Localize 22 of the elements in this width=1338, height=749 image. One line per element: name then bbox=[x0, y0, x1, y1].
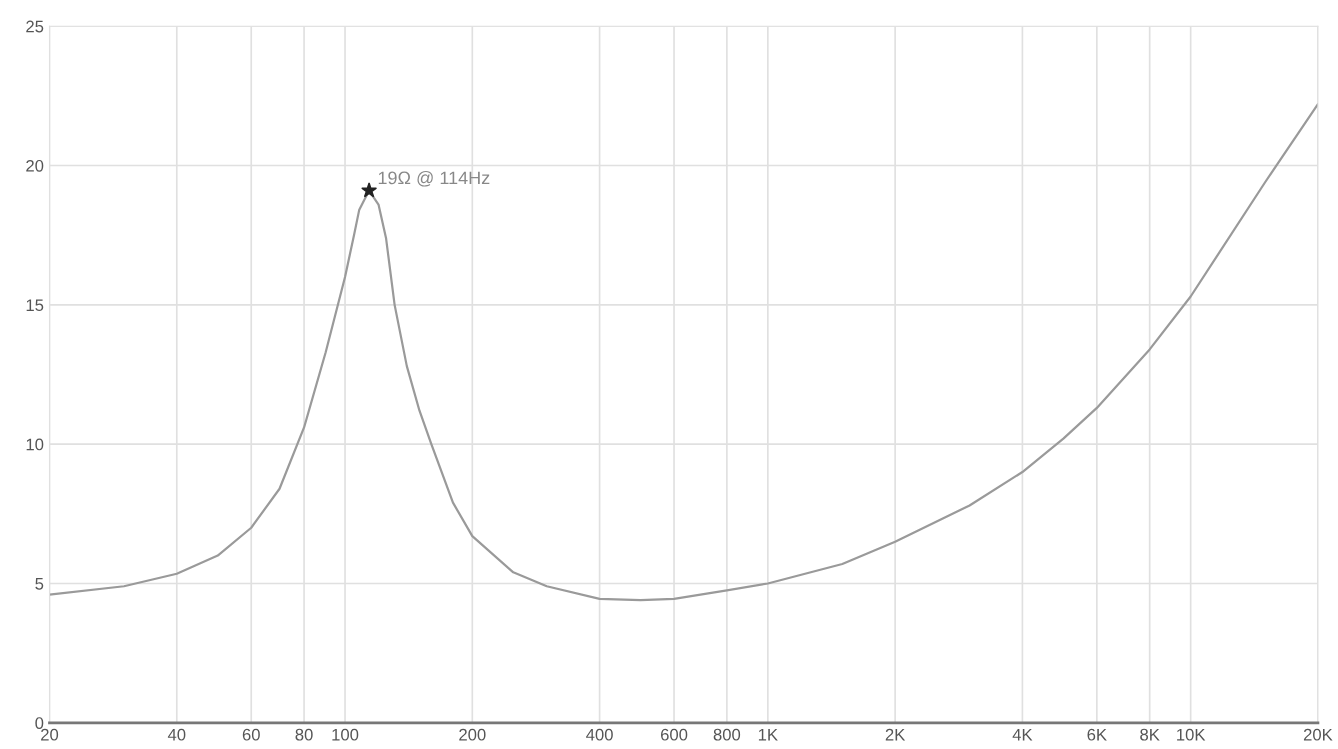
x-tick-label: 400 bbox=[586, 728, 613, 741]
x-tick-label: 20K bbox=[1303, 728, 1333, 741]
x-tick-label: 80 bbox=[295, 728, 313, 741]
x-tick-label: 6K bbox=[1087, 728, 1107, 741]
y-tick-label: 10 bbox=[26, 438, 44, 451]
x-tick-label: 40 bbox=[167, 728, 186, 741]
x-tick-label: 800 bbox=[713, 728, 741, 741]
y-tick-label: 5 bbox=[35, 578, 44, 590]
x-tick-label: 60 bbox=[242, 728, 260, 741]
x-tick-label: 600 bbox=[660, 728, 688, 741]
x-tick-label: 4K bbox=[1012, 728, 1033, 741]
y-tick-label: 20 bbox=[26, 159, 44, 172]
x-tick-label: 1K bbox=[758, 728, 778, 741]
x-tick-label: 200 bbox=[459, 728, 486, 741]
x-tick-label: 10K bbox=[1177, 728, 1206, 741]
y-tick-label: 0 bbox=[35, 717, 44, 729]
y-tick-label: 25 bbox=[26, 20, 44, 33]
x-tick-label: 8K bbox=[1140, 728, 1160, 741]
y-tick-label: 15 bbox=[26, 299, 44, 312]
x-tick-label: 2K bbox=[885, 728, 906, 741]
annotation: 19Ω @ 114Hz bbox=[378, 171, 490, 187]
x-tick-label: 100 bbox=[332, 728, 359, 741]
